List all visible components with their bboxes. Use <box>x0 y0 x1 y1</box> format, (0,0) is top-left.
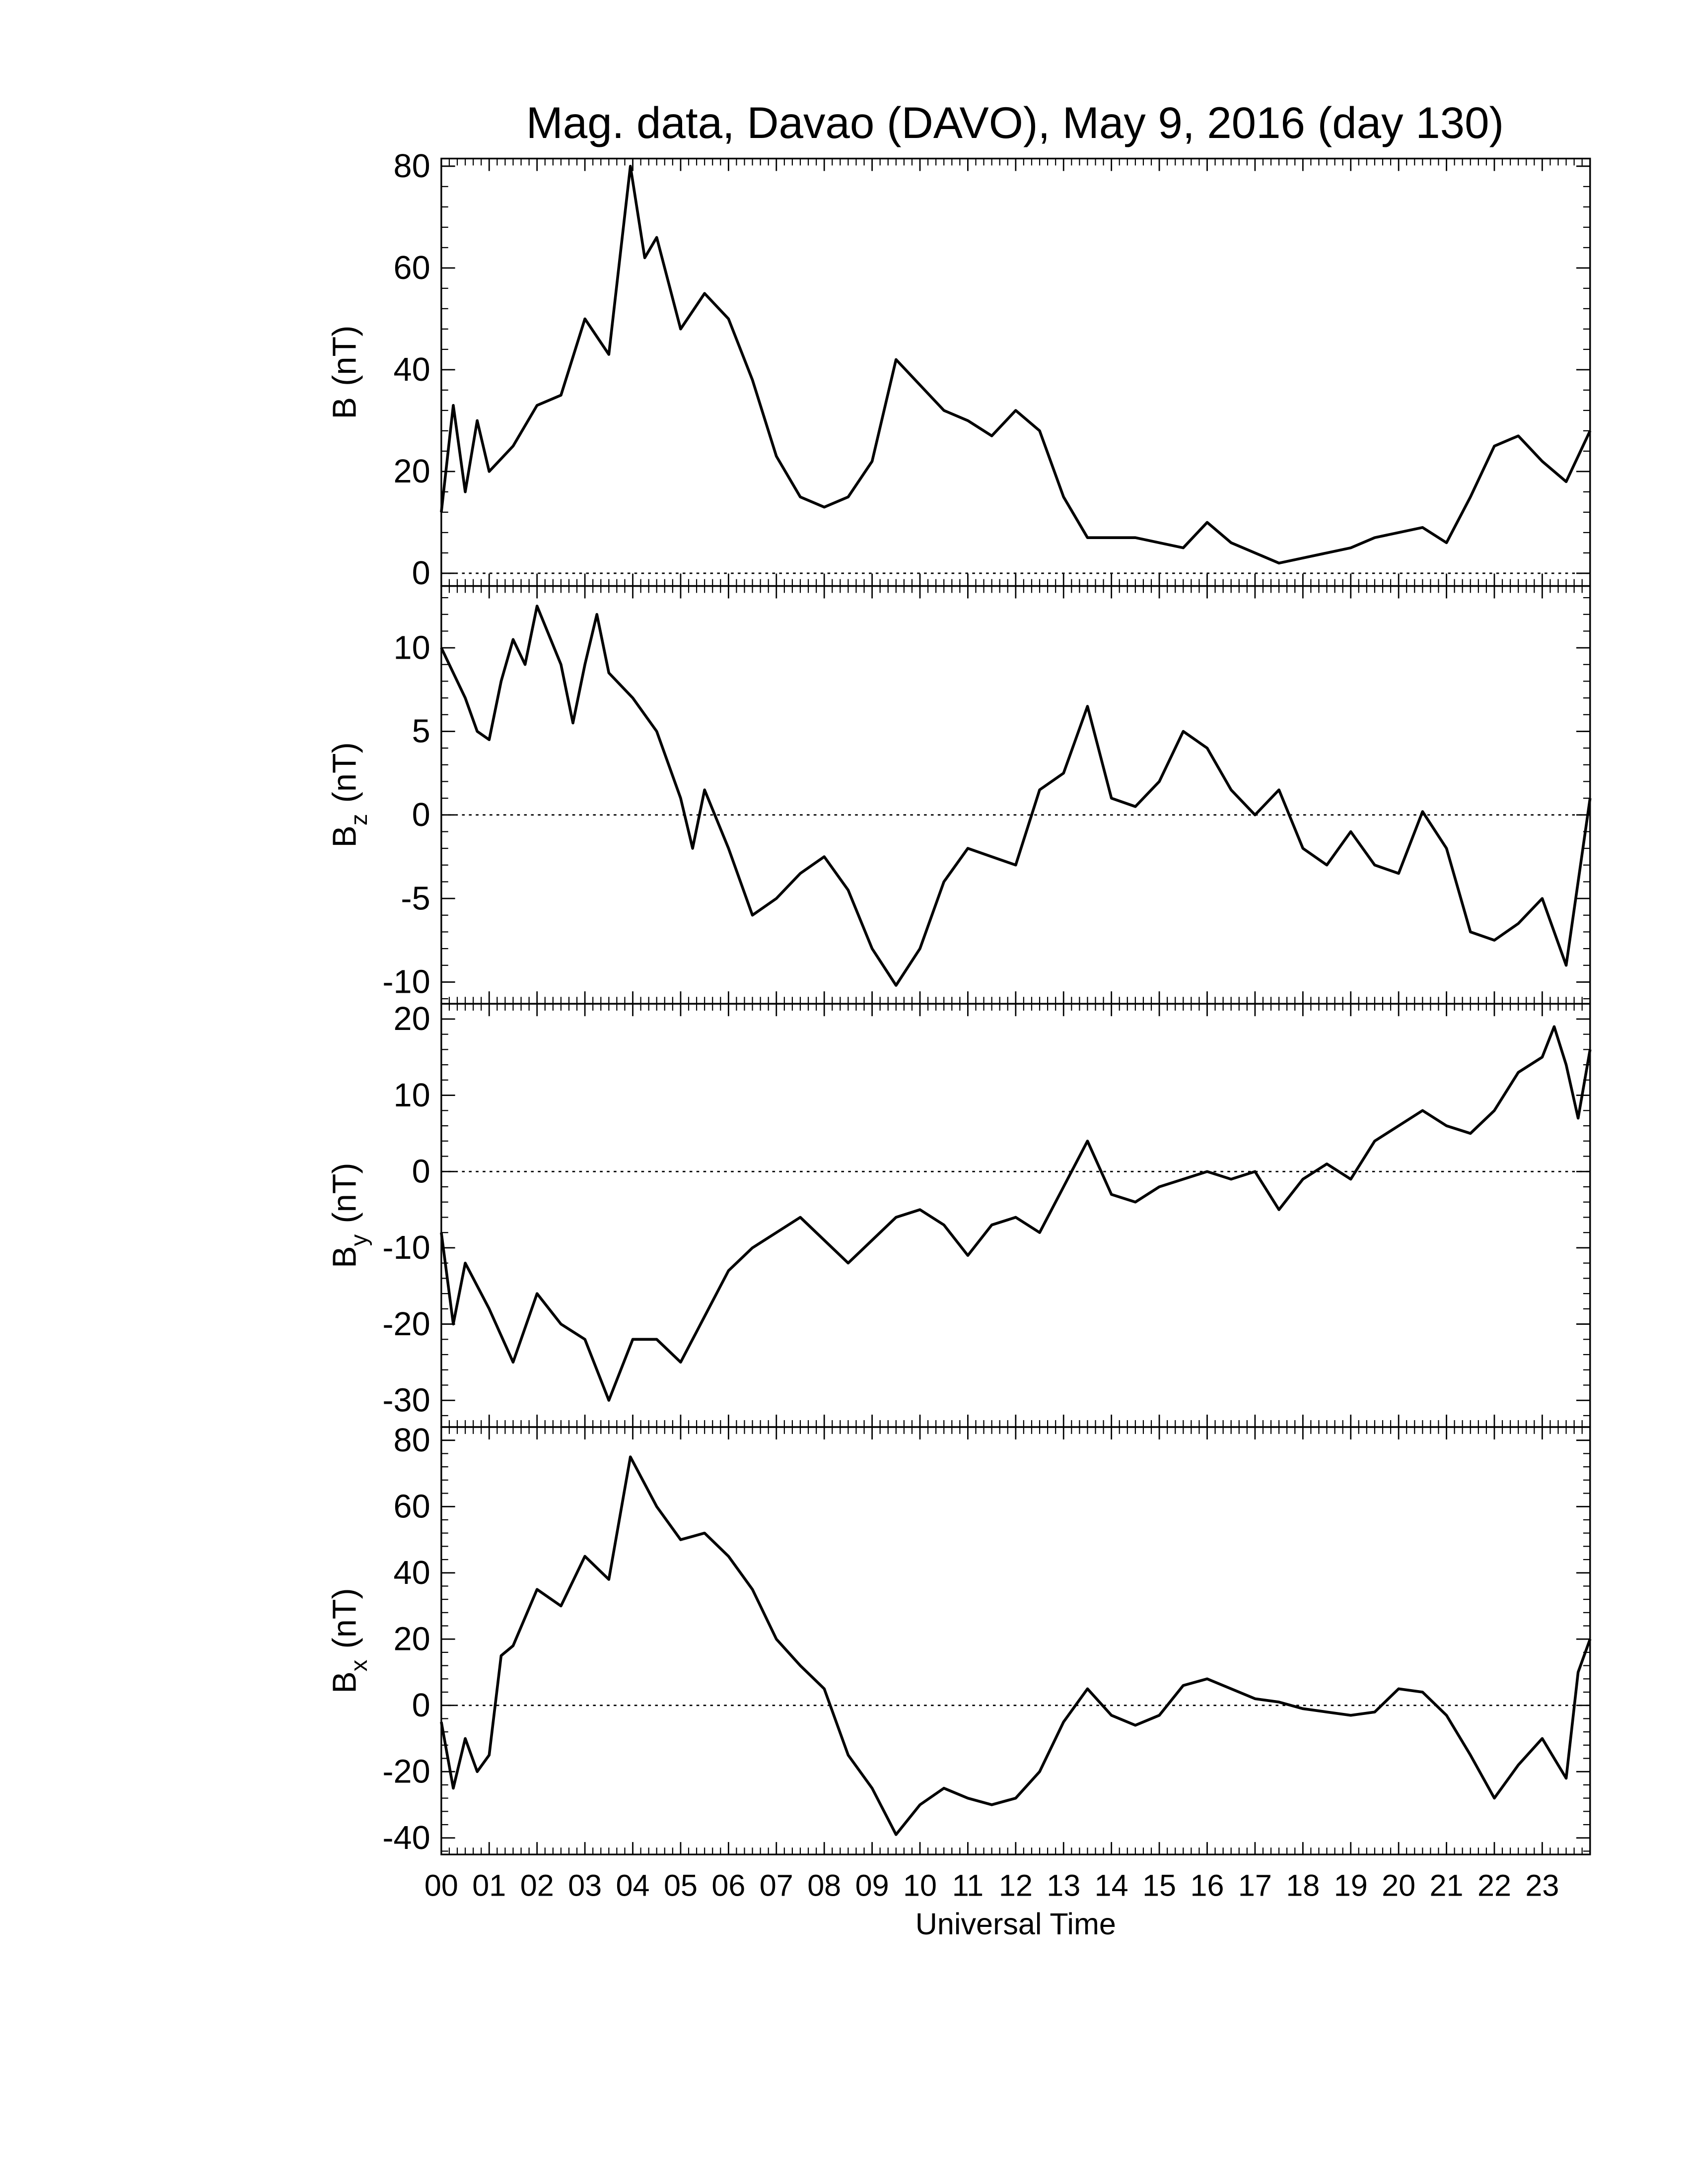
y-label-subscript: y <box>346 1234 372 1246</box>
y-tick-label: -5 <box>401 880 430 917</box>
x-tick-label: 01 <box>472 1868 506 1902</box>
y-axis-label: B (nT) <box>327 326 363 419</box>
y-label-unit: (nT) <box>327 742 363 803</box>
x-tick-label: 02 <box>520 1868 554 1902</box>
y-label-unit: (nT) <box>327 1588 363 1648</box>
y-tick-label: 0 <box>412 797 430 833</box>
y-label-subscript: z <box>346 814 372 826</box>
data-line <box>440 1025 1592 1402</box>
y-label-base: B <box>327 1246 363 1268</box>
y-tick-label: 10 <box>394 629 430 666</box>
y-tick-label: -10 <box>382 964 430 1001</box>
y-tick-label: -40 <box>382 1820 430 1856</box>
y-label-base: B <box>327 825 363 847</box>
y-tick-label: 60 <box>394 250 430 286</box>
x-tick-label: 04 <box>616 1868 650 1902</box>
y-tick-label: 10 <box>394 1077 430 1114</box>
x-tick-label: 09 <box>855 1868 889 1902</box>
x-tick-label: 11 <box>952 1868 984 1902</box>
y-tick-label: -10 <box>382 1229 430 1266</box>
chart-title: Mag. data, Davao (DAVO), May 9, 2016 (da… <box>526 98 1504 147</box>
x-tick-label: 10 <box>903 1868 937 1902</box>
y-tick-label: 80 <box>394 1422 430 1459</box>
x-tick-label: 13 <box>1047 1868 1080 1902</box>
y-tick-label: 0 <box>412 555 430 592</box>
x-tick-label: 07 <box>760 1868 793 1902</box>
x-tick-label: 21 <box>1430 1868 1464 1902</box>
y-tick-label: 5 <box>412 713 430 750</box>
x-tick-label: 03 <box>568 1868 602 1902</box>
y-label-unit: (nT) <box>327 1162 363 1223</box>
data-line <box>440 165 1592 565</box>
x-tick-label: 00 <box>424 1868 458 1902</box>
x-tick-label: 08 <box>807 1868 841 1902</box>
y-tick-label: -20 <box>382 1753 430 1790</box>
x-tick-label: 22 <box>1477 1868 1511 1902</box>
x-tick-label: 16 <box>1190 1868 1224 1902</box>
x-tick-label: 14 <box>1095 1868 1128 1902</box>
x-tick-label: 20 <box>1382 1868 1415 1902</box>
y-tick-label: 0 <box>412 1153 430 1190</box>
data-line <box>440 605 1592 987</box>
x-tick-label: 05 <box>664 1868 698 1902</box>
y-label-base: B <box>327 1671 363 1693</box>
x-tick-label: 18 <box>1286 1868 1320 1902</box>
x-axis-label: Universal Time <box>915 1907 1116 1941</box>
y-tick-label: 40 <box>394 1555 430 1591</box>
y-tick-label: -20 <box>382 1306 430 1343</box>
x-tick-label: 15 <box>1142 1868 1176 1902</box>
x-tick-label: 17 <box>1238 1868 1272 1902</box>
x-tick-label: 23 <box>1525 1868 1559 1902</box>
x-tick-label: 06 <box>711 1868 745 1902</box>
y-tick-label: 20 <box>394 1001 430 1037</box>
x-tick-label: 19 <box>1334 1868 1368 1902</box>
y-tick-label: 20 <box>394 1621 430 1657</box>
y-tick-label: 40 <box>394 351 430 388</box>
y-tick-label: 20 <box>394 453 430 490</box>
y-label-unit: (nT) <box>327 326 363 386</box>
y-axis-label: Bz (nT) <box>327 742 372 847</box>
x-tick-label: 12 <box>999 1868 1033 1902</box>
y-label-subscript: x <box>346 1659 372 1671</box>
y-axis-label: By (nT) <box>327 1162 372 1268</box>
y-axis-label: Bx (nT) <box>327 1588 372 1693</box>
y-tick-label: -30 <box>382 1382 430 1419</box>
data-line <box>440 1455 1592 1836</box>
y-label-base: B <box>327 397 363 419</box>
y-tick-label: 80 <box>394 148 430 185</box>
y-tick-label: 60 <box>394 1488 430 1525</box>
y-tick-label: 0 <box>412 1687 430 1724</box>
